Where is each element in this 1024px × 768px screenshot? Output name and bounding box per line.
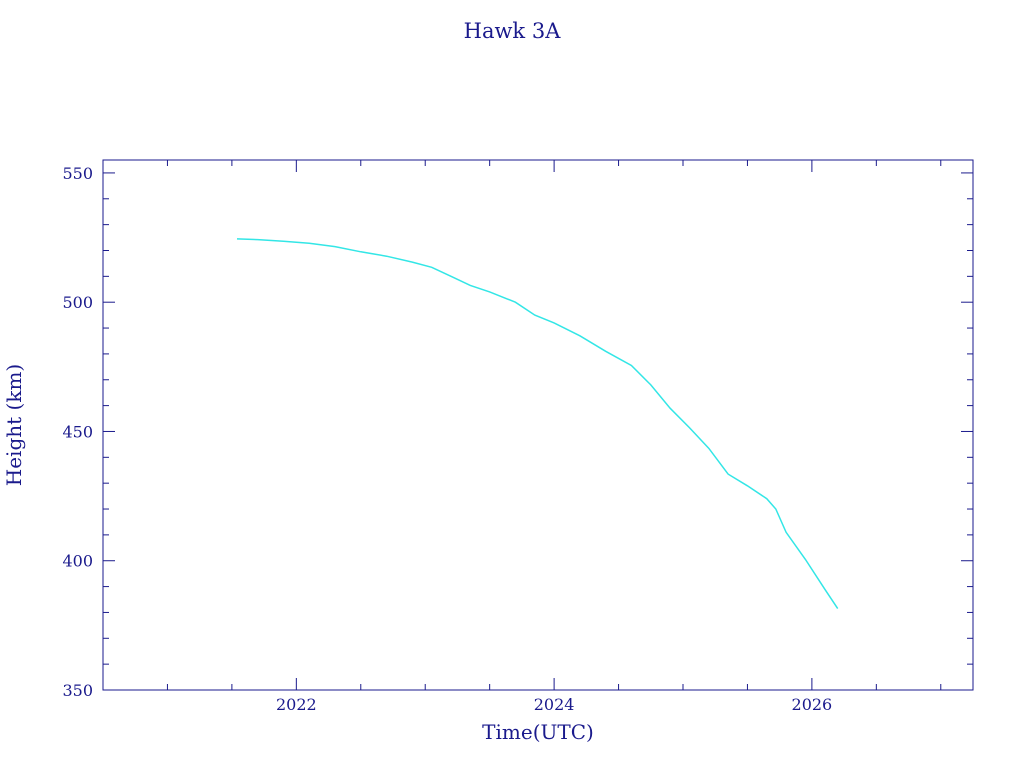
- x-tick-label: 2024: [534, 695, 575, 714]
- y-tick-label: 550: [62, 164, 93, 183]
- y-tick-label: 400: [62, 552, 93, 571]
- chart-title: Hawk 3A: [464, 19, 562, 43]
- plot-frame: [102, 159, 974, 691]
- y-tick-label: 500: [62, 293, 93, 312]
- y-tick-label: 350: [62, 681, 93, 700]
- y-tick-label: 450: [62, 422, 93, 441]
- ticks-layer: [102, 160, 973, 691]
- series-line: [236, 238, 839, 610]
- tick-labels-layer: 350 400 450 500 550 2022 2024 2026: [62, 164, 832, 714]
- x-tick-label: 2022: [276, 695, 317, 714]
- y-axis-label: Height (km): [2, 364, 26, 486]
- x-tick-label: 2026: [792, 695, 833, 714]
- x-axis-label: Time(UTC): [482, 720, 594, 744]
